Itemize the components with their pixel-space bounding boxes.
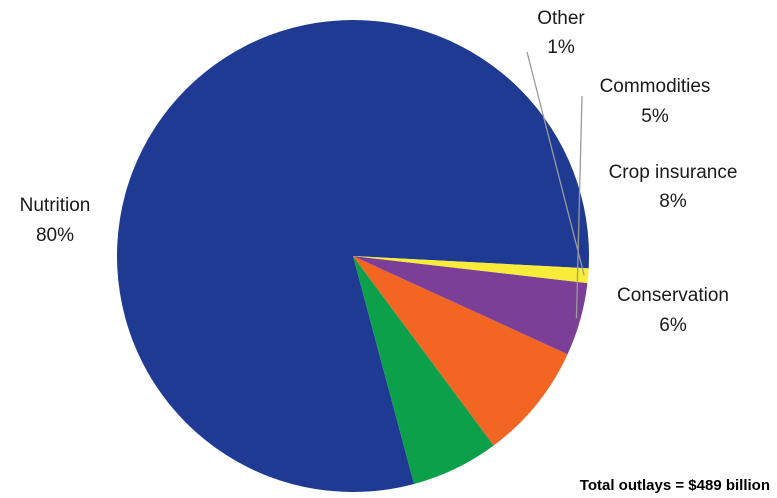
leader-lines bbox=[526, 51, 585, 319]
slice-value-crop-insurance: 8% bbox=[659, 191, 687, 212]
slice-label-nutrition: Nutrition bbox=[20, 195, 91, 216]
slice-value-other: 1% bbox=[547, 37, 575, 58]
slice-label-other: Other bbox=[537, 8, 585, 29]
pie-slice-crop-insurance bbox=[353, 256, 568, 446]
slice-label-conservation: Conservation bbox=[617, 285, 729, 306]
slice-value-commodities: 5% bbox=[641, 106, 669, 127]
leader-line-commodities bbox=[575, 95, 583, 319]
pie-slice-nutrition bbox=[117, 20, 590, 493]
pie-slice-commodities bbox=[353, 256, 588, 355]
pie-slice-conservation bbox=[353, 256, 494, 484]
total-outlays-note: Total outlays = $489 billion bbox=[580, 477, 770, 494]
slice-value-nutrition: 80% bbox=[36, 225, 74, 246]
slice-value-conservation: 6% bbox=[659, 315, 687, 336]
pie-slices bbox=[117, 20, 590, 493]
slice-label-crop-insurance: Crop insurance bbox=[609, 162, 738, 183]
slice-label-commodities: Commodities bbox=[600, 76, 711, 97]
leader-line-other bbox=[526, 51, 585, 276]
pie-slice-other bbox=[353, 256, 589, 284]
